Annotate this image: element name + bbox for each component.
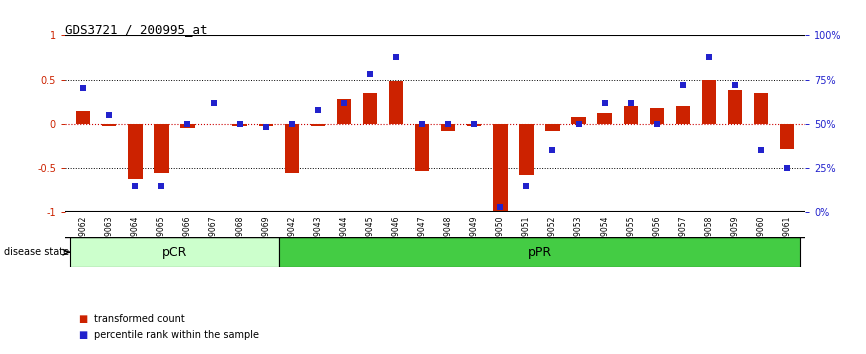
Bar xyxy=(102,124,116,126)
Bar xyxy=(701,80,716,124)
Bar xyxy=(70,237,279,267)
Bar xyxy=(546,124,559,131)
Bar xyxy=(259,124,273,126)
Bar xyxy=(780,124,794,149)
Bar xyxy=(76,110,90,124)
Text: disease state: disease state xyxy=(4,247,69,257)
Bar xyxy=(232,124,247,126)
Bar xyxy=(154,124,169,172)
Bar xyxy=(572,117,585,124)
Bar xyxy=(363,93,378,124)
Bar xyxy=(279,237,800,267)
Text: GDS3721 / 200995_at: GDS3721 / 200995_at xyxy=(65,23,208,36)
Bar xyxy=(285,124,299,172)
Text: transformed count: transformed count xyxy=(94,314,184,324)
Bar xyxy=(727,90,742,124)
Text: pCR: pCR xyxy=(162,246,187,259)
Bar xyxy=(624,106,638,124)
Text: percentile rank within the sample: percentile rank within the sample xyxy=(94,330,259,339)
Bar xyxy=(675,106,690,124)
Bar xyxy=(441,124,456,131)
Text: pPR: pPR xyxy=(527,246,552,259)
Bar xyxy=(180,124,195,128)
Text: ■: ■ xyxy=(78,314,87,324)
Bar xyxy=(389,81,404,124)
Text: ■: ■ xyxy=(78,330,87,339)
Bar xyxy=(467,124,481,126)
Bar xyxy=(754,93,768,124)
Bar xyxy=(311,124,325,126)
Bar xyxy=(415,124,430,171)
Bar xyxy=(520,124,533,175)
Bar xyxy=(650,108,664,124)
Bar xyxy=(337,99,351,124)
Bar xyxy=(128,124,143,179)
Bar xyxy=(493,124,507,211)
Bar xyxy=(598,113,611,124)
